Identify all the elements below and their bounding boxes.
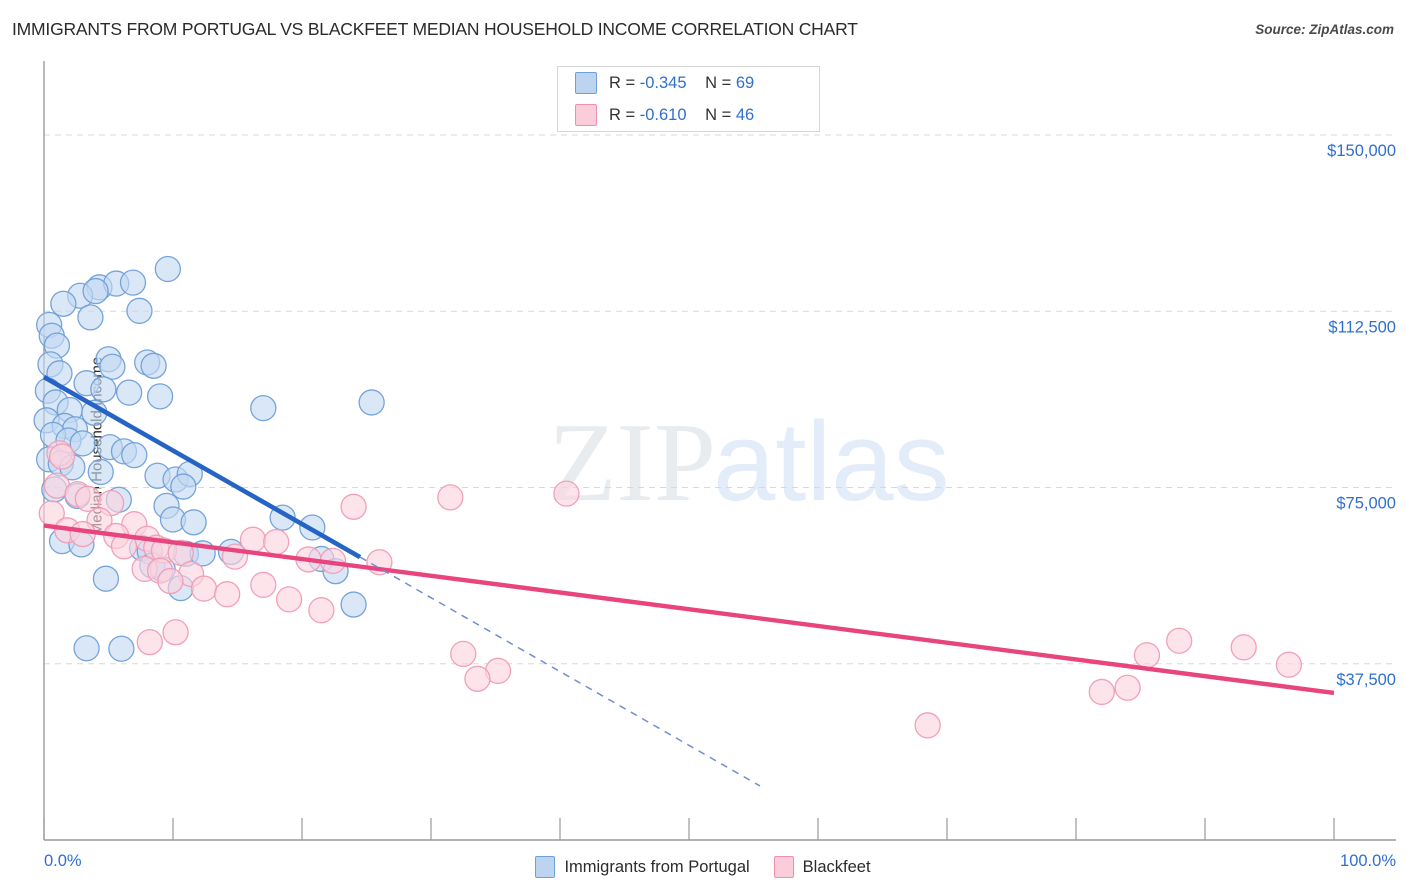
data-point[interactable] (180, 509, 207, 536)
legend-swatch-blackfeet (575, 104, 597, 126)
x-axis-max-label: 100.0% (1340, 852, 1396, 870)
data-point[interactable] (214, 581, 241, 608)
data-point[interactable] (140, 352, 167, 379)
data-point[interactable] (1114, 674, 1141, 701)
data-point[interactable] (82, 277, 109, 305)
data-point[interactable] (73, 635, 100, 662)
x-axis-ticks (43, 818, 1335, 840)
data-point[interactable] (275, 586, 303, 613)
data-point[interactable] (340, 591, 367, 618)
n-value-blackfeet: 46 (735, 105, 755, 124)
watermark-zip: ZIP (548, 401, 716, 525)
data-point[interactable] (48, 443, 76, 470)
data-point[interactable] (50, 290, 77, 317)
data-point[interactable] (99, 353, 126, 380)
series-swatch-blackfeet (773, 856, 794, 878)
data-point[interactable] (450, 640, 477, 668)
y-tick-label-2: $112,500 (1328, 318, 1396, 336)
y-tick-label-0: $37,500 (1336, 671, 1396, 689)
data-point[interactable] (108, 635, 135, 662)
r-label-blackfeet: R = (609, 105, 636, 124)
data-point[interactable] (121, 441, 148, 469)
stats-legend-text-blackfeet: R = -0.610 N = 46 (609, 106, 754, 125)
data-point[interactable] (146, 383, 174, 410)
data-point[interactable] (340, 493, 367, 520)
data-point[interactable] (308, 597, 335, 624)
data-point[interactable] (136, 628, 163, 656)
data-point[interactable] (74, 485, 102, 512)
data-point[interactable] (170, 473, 197, 500)
data-point[interactable] (69, 430, 96, 457)
data-point[interactable] (90, 376, 117, 403)
data-point[interactable] (157, 567, 184, 595)
data-point[interactable] (126, 297, 153, 324)
series-points-blackfeet (38, 440, 1302, 739)
data-point[interactable] (358, 389, 385, 416)
data-point[interactable] (162, 619, 189, 646)
stats-legend-text-portugal: R = -0.345 N = 69 (609, 74, 754, 93)
r-value-blackfeet: -0.610 (639, 105, 687, 124)
y-tick-label-3: $150,000 (1327, 142, 1396, 160)
data-point[interactable] (115, 379, 143, 406)
data-point[interactable] (87, 458, 114, 486)
data-point[interactable] (1133, 642, 1161, 669)
data-point[interactable] (190, 575, 218, 602)
data-point[interactable] (263, 528, 290, 556)
stats-legend: R = -0.345 N = 69 R = -0.610 N = 46 (557, 66, 820, 132)
data-point[interactable] (1088, 678, 1115, 706)
data-point[interactable] (1166, 627, 1193, 654)
stats-legend-row-blackfeet: R = -0.610 N = 46 (558, 99, 819, 131)
n-label-blackfeet: N = (705, 105, 732, 124)
y-tick-label-1: $75,000 (1336, 495, 1396, 513)
page-title: IMMIGRANTS FROM PORTUGAL VS BLACKFEET ME… (12, 19, 858, 39)
data-point[interactable] (250, 571, 277, 598)
stats-legend-row-portugal: R = -0.345 N = 69 (558, 67, 819, 99)
series-swatch-portugal (535, 856, 556, 878)
r-label-portugal: R = (609, 73, 636, 92)
gridlines (44, 134, 1396, 665)
legend-swatch-portugal (575, 72, 597, 94)
data-point[interactable] (1275, 651, 1302, 678)
r-value-portugal: -0.345 (639, 73, 687, 92)
data-point[interactable] (119, 269, 147, 296)
series-legend-item-portugal[interactable]: Immigrants from Portugal (535, 856, 750, 878)
trendline-blackfeet (43, 523, 1335, 696)
data-point[interactable] (250, 394, 277, 422)
data-point[interactable] (553, 480, 580, 507)
data-point[interactable] (914, 712, 941, 739)
data-point[interactable] (464, 665, 491, 692)
source-attribution: Source: ZipAtlas.com (1255, 22, 1394, 37)
data-point[interactable] (77, 304, 104, 331)
watermark-atlas: atlas (713, 399, 950, 524)
data-point[interactable] (1230, 634, 1257, 661)
data-point[interactable] (92, 565, 120, 592)
chart-header: IMMIGRANTS FROM PORTUGAL VS BLACKFEET ME… (0, 0, 1406, 52)
series-legend: Immigrants from Portugal Blackfeet (0, 850, 1406, 884)
trendline-portugal-extension (359, 556, 761, 787)
series-label-portugal: Immigrants from Portugal (564, 857, 750, 876)
x-axis-min-label: 0.0% (44, 852, 82, 870)
series-label-blackfeet: Blackfeet (802, 857, 871, 876)
data-point[interactable] (437, 484, 464, 511)
series-legend-item-blackfeet[interactable]: Blackfeet (773, 856, 871, 878)
y-axis-tick-labels: $37,500 $75,000 $112,500 $150,000 (1327, 142, 1396, 689)
data-point[interactable] (167, 539, 194, 566)
data-point[interactable] (69, 520, 96, 548)
n-label-portugal: N = (705, 73, 732, 92)
data-point[interactable] (154, 255, 181, 283)
trendline-portugal (42, 375, 362, 560)
n-value-portugal: 69 (735, 73, 755, 92)
